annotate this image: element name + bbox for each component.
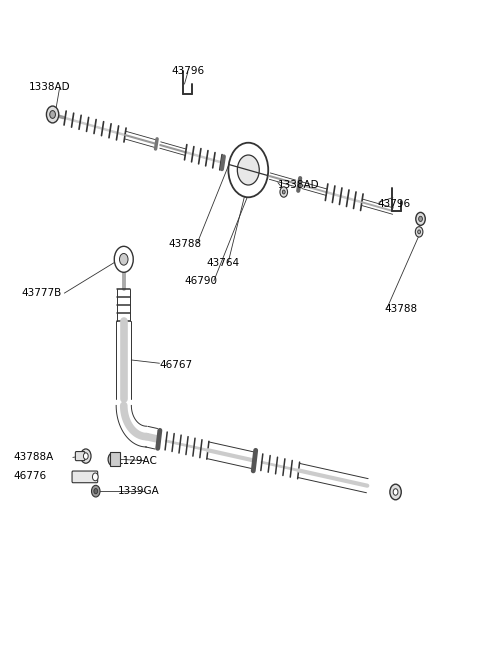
Text: 1339GA: 1339GA [118,486,159,496]
Circle shape [50,111,56,119]
Circle shape [393,489,398,495]
Circle shape [418,230,420,234]
Text: 46776: 46776 [13,470,47,481]
Circle shape [280,187,288,197]
FancyBboxPatch shape [72,471,97,483]
Circle shape [120,253,128,265]
Circle shape [114,246,133,272]
Text: 43788: 43788 [384,305,418,314]
Circle shape [237,155,259,185]
Circle shape [282,190,285,194]
Circle shape [415,227,423,237]
Circle shape [84,453,88,459]
Text: 46767: 46767 [159,360,192,369]
Text: 43788: 43788 [169,239,202,250]
Text: 1338AD: 1338AD [278,179,320,189]
FancyBboxPatch shape [75,451,85,460]
Text: 1338AD: 1338AD [29,83,71,92]
Circle shape [228,143,268,197]
Circle shape [92,485,100,497]
Text: 43764: 43764 [207,257,240,267]
Text: 46790: 46790 [184,276,217,286]
Circle shape [93,473,98,481]
Text: 43777B: 43777B [22,288,62,298]
Text: 43796: 43796 [171,66,204,76]
Circle shape [108,453,118,466]
Text: 43788A: 43788A [13,453,53,462]
Circle shape [419,216,422,221]
FancyBboxPatch shape [109,452,120,466]
Circle shape [416,212,425,225]
Circle shape [94,489,97,494]
Circle shape [390,484,401,500]
Circle shape [47,106,59,123]
Text: 43796: 43796 [378,199,411,209]
Text: 1129AC: 1129AC [117,456,157,466]
Circle shape [81,449,91,463]
